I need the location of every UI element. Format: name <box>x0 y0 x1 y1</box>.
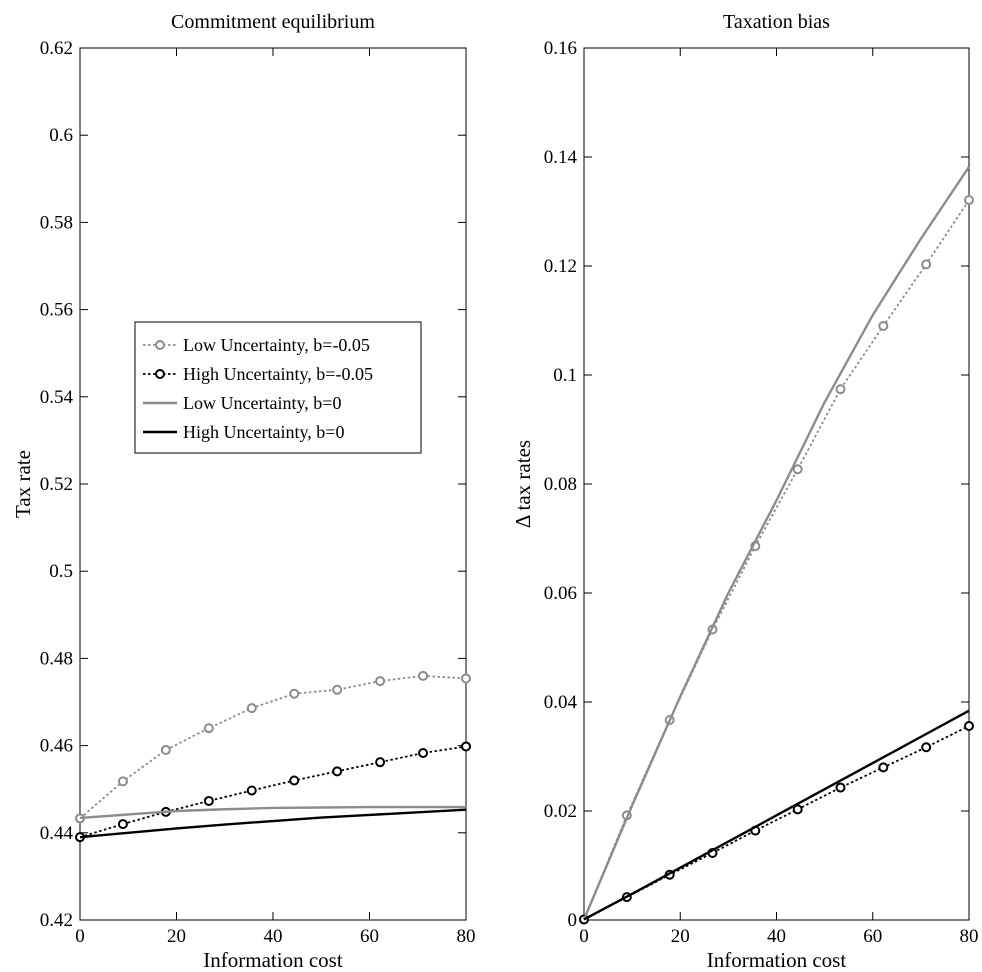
chart-1-y-tick-label: 0.06 <box>544 583 577 604</box>
chart-0-series-0-point <box>375 676 386 687</box>
chart-0-series-1-point <box>332 766 343 777</box>
chart-1-x-tick-label: 60 <box>863 926 882 947</box>
legend-swatch-marker <box>155 369 165 379</box>
chart-0-series-1-point <box>289 775 300 786</box>
commitment-equilibrium-panel: Commitment equilibrium Information cost Ta… <box>11 11 476 972</box>
chart-0-series-0-line <box>79 674 467 820</box>
chart-1-series-2-line <box>582 166 970 920</box>
chart-0-y-tick-label: 0.6 <box>49 125 73 146</box>
chart-1-y-tick-label: 0.14 <box>544 147 578 168</box>
legend-entry-label: High Uncertainty, b=0 <box>183 422 344 442</box>
chart-1-y-tick-label: 0.12 <box>544 256 577 277</box>
legend-swatch-marker <box>155 340 165 350</box>
legend-entry-label: Low Uncertainty, b=0 <box>183 393 341 413</box>
chart-0-series-0-point <box>418 670 429 681</box>
chart-1-series-0-point <box>792 464 803 475</box>
chart-1-y-axis-label: Δ tax rates <box>511 440 535 528</box>
chart-0-series-0-point <box>461 673 471 684</box>
chart-0-x-tick-label: 20 <box>167 926 186 947</box>
chart-0-plot-frame <box>79 47 467 921</box>
chart-0-series-0-point <box>289 688 300 699</box>
chart-1-y-tick-label: 0.08 <box>544 474 577 495</box>
chart-0-series-0-point <box>246 703 257 714</box>
chart-0-series-1-point <box>117 819 128 830</box>
chart-1-plot-frame <box>583 47 970 921</box>
chart-0-x-axis-label: Information cost <box>203 948 343 972</box>
chart-1-y-tick-label: 0 <box>568 910 578 931</box>
legend-entry-label: High Uncertainty, b=-0.05 <box>183 364 373 384</box>
chart-1-series-0-point <box>835 384 846 395</box>
chart-0-y-tick-label: 0.48 <box>40 648 73 669</box>
chart-0-series-0-point <box>332 684 343 695</box>
legend-box <box>134 321 422 454</box>
chart-1-series-0-point <box>878 320 889 331</box>
chart-0-series-1-point <box>418 748 429 759</box>
chart-0-series-3-line <box>79 808 467 839</box>
chart-0-y-tick-label: 0.58 <box>40 212 73 233</box>
chart-0-y-tick-label: 0.54 <box>40 387 74 408</box>
chart-1-x-axis-label: Information cost <box>707 948 847 972</box>
chart-0-y-tick-label: 0.42 <box>40 910 73 931</box>
chart-1-series-1-point <box>792 804 803 815</box>
chart-1-series-1-point <box>878 762 889 773</box>
chart-1-series-0-point <box>921 259 932 270</box>
chart-0-x-tick-label: 60 <box>360 926 379 947</box>
chart-0-series-1-point <box>246 785 257 796</box>
taxation-bias-panel: Taxation bias Information cost Δ tax rates… <box>511 11 979 972</box>
chart-0-series-0-point <box>203 723 214 734</box>
chart-1-x-tick-label: 20 <box>671 926 690 947</box>
chart-0-series-1-point <box>461 741 471 752</box>
chart-0-x-tick-label: 40 <box>264 926 283 947</box>
chart-1-x-tick-label: 80 <box>960 926 979 947</box>
chart-1-series-3-line <box>583 709 970 921</box>
chart-0-x-tick-label: 80 <box>457 926 476 947</box>
chart-0-y-tick-label: 0.56 <box>40 300 73 321</box>
chart-0-title: Commitment equilibrium <box>171 11 375 33</box>
chart-0-series-1-point <box>375 757 386 768</box>
chart-0-series-2-line <box>79 805 466 820</box>
chart-0-series-1-point <box>203 795 214 806</box>
chart-1-series-1-point <box>964 720 974 731</box>
chart-0-y-axis-label: Tax rate <box>11 450 35 518</box>
chart-0-y-tick-label: 0.5 <box>49 561 73 582</box>
chart-1-series-0-line <box>583 199 970 920</box>
chart-1-y-tick-label: 0.02 <box>544 801 577 822</box>
chart-0-y-tick-label: 0.46 <box>40 736 73 757</box>
chart-1-series-1-point <box>835 782 846 793</box>
legend-entry-label: Low Uncertainty, b=-0.05 <box>183 335 370 355</box>
chart-0-y-tick-label: 0.44 <box>40 823 74 844</box>
chart-1-x-tick-label: 40 <box>767 926 786 947</box>
chart-0-series-0-point <box>117 776 128 787</box>
chart-1-series-1-point <box>921 742 932 753</box>
chart-0-series-0-point <box>160 744 171 755</box>
chart-0-y-tick-label: 0.62 <box>40 38 73 59</box>
chart-1-x-tick-label: 0 <box>579 926 589 947</box>
chart-0-series-1-line <box>79 745 467 839</box>
chart-1-series-1-line <box>583 725 970 921</box>
chart-0-x-tick-label: 0 <box>75 926 85 947</box>
chart-1-title: Taxation bias <box>723 11 830 33</box>
chart-1-y-tick-label: 0.1 <box>553 365 577 386</box>
chart-1-series-0-point <box>964 195 974 206</box>
chart-1-y-tick-label: 0.04 <box>544 692 578 713</box>
chart-1-y-tick-label: 0.16 <box>544 38 577 59</box>
chart-0-y-tick-label: 0.52 <box>40 474 73 495</box>
